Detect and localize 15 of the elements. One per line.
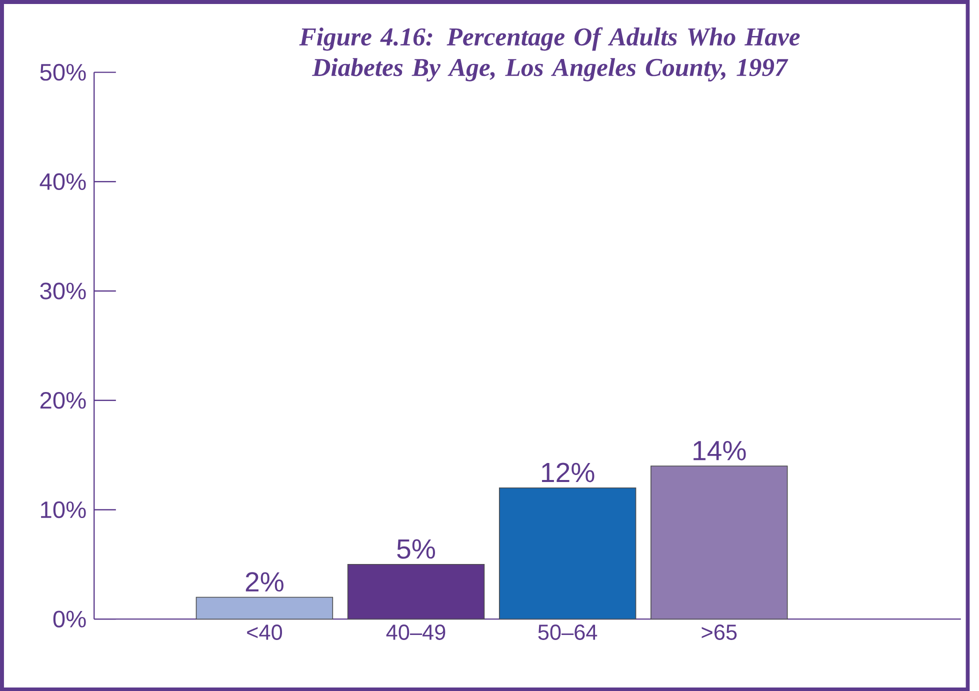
y-tick-label: 40%: [40, 173, 86, 190]
data-label: 2%: [246, 572, 284, 592]
data-label: 14%: [694, 440, 746, 460]
x-tick-label: 50–64: [538, 624, 598, 640]
y-tick-label: 30%: [40, 282, 86, 300]
y-tick-label: 10%: [41, 501, 86, 518]
y-tick-label: 50%: [40, 64, 86, 80]
y-tick-label: 20%: [40, 392, 86, 409]
x-tick-label: 40–49: [386, 624, 446, 640]
x-tick-label: <40: [247, 624, 282, 640]
x-tick-label: >65: [702, 624, 737, 640]
chart-title: Figure 4.16: Percentage Of Adults Who Have Diabetes By Age, Los Angeles County, 1997: [299, 27, 800, 82]
data-label: 5%: [397, 539, 435, 559]
data-label: 12%: [542, 462, 594, 482]
y-tick-label: 0%: [53, 610, 86, 628]
